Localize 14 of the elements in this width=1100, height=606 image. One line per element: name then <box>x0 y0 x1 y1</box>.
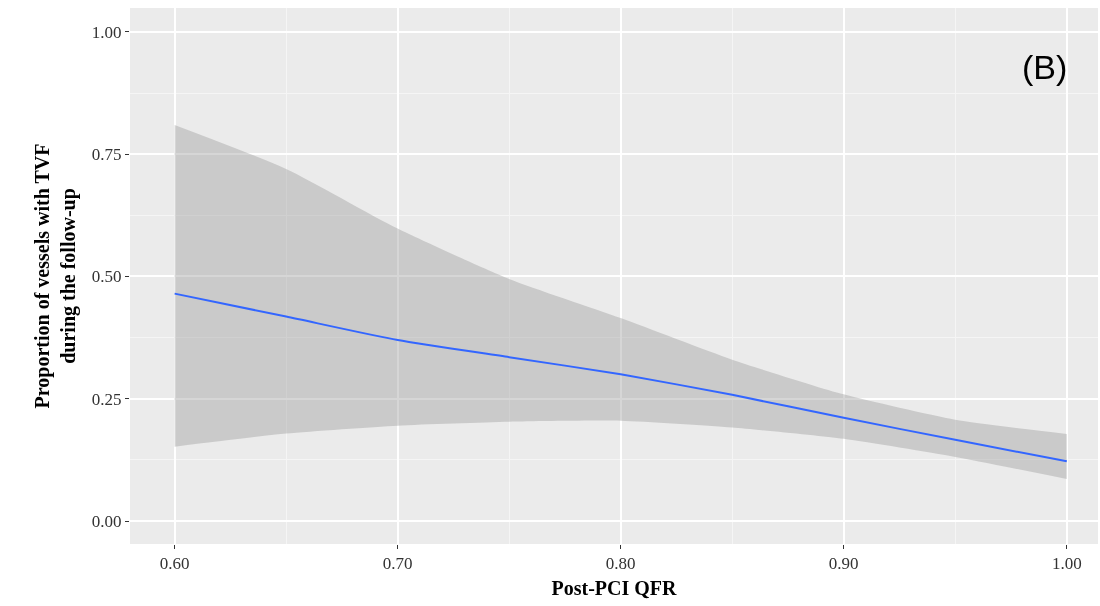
y-axis-title: Proportion of vessels with TVF during the follow-up <box>31 143 81 409</box>
y-tick-label: 0.25 <box>91 389 122 409</box>
x-axis-title: Post-PCI QFR <box>551 576 678 599</box>
y-tick-label: 0.75 <box>91 145 122 165</box>
y-tick-label: 0.50 <box>91 267 122 287</box>
x-tick-label: 0.60 <box>159 554 190 574</box>
x-tick-label: 0.80 <box>605 554 636 574</box>
y-tick-label: 1.00 <box>91 22 122 42</box>
line-series <box>173 292 1068 463</box>
x-tick-label: 1.00 <box>1051 554 1082 574</box>
annotation: (B) <box>1022 48 1068 86</box>
y-tick-label: 0.00 <box>91 511 122 531</box>
x-tick-label: 0.70 <box>382 554 413 574</box>
x-tick-label: 0.90 <box>828 554 859 574</box>
